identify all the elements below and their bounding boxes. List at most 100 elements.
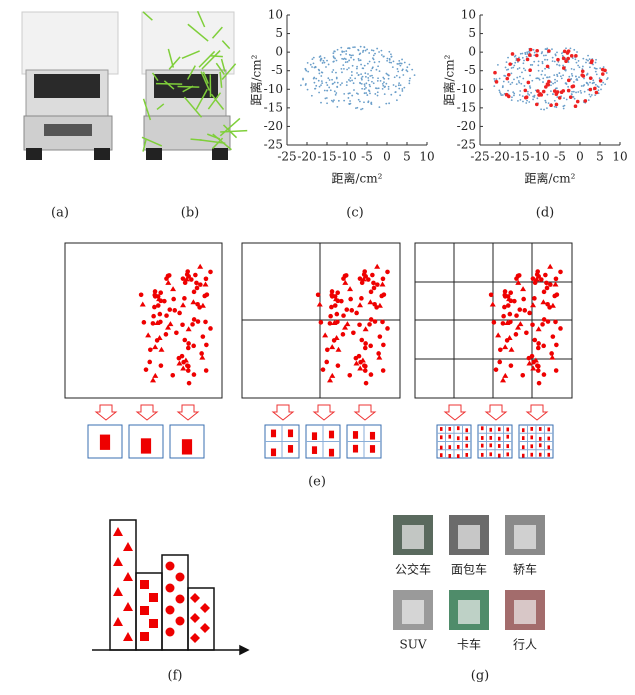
cloud-texture (395, 86, 397, 88)
icon-bar (370, 445, 375, 453)
cloud-texture (403, 87, 405, 89)
cloud-texture (512, 91, 514, 93)
cloud-texture (409, 78, 411, 80)
cluster-point (545, 302, 550, 307)
cluster-point (500, 377, 506, 382)
cloud-texture (365, 76, 367, 78)
icon-bar (465, 453, 468, 457)
cluster-point (164, 332, 169, 337)
cloud-texture (377, 91, 379, 93)
cloud-texture (367, 73, 369, 75)
cluster-point (329, 344, 335, 349)
cloud-texture (401, 88, 403, 90)
cloud-texture (360, 109, 362, 111)
cloud-texture (393, 60, 395, 62)
cloud-texture (578, 76, 580, 78)
cloud-texture (394, 76, 396, 78)
cloud-texture (544, 100, 546, 102)
cloud-texture (324, 62, 326, 64)
cloud-texture (366, 48, 368, 50)
cloud-texture (315, 85, 317, 87)
cloud-texture (556, 74, 558, 76)
icon-bar (448, 454, 451, 458)
cloud-texture (564, 59, 568, 63)
cloud-texture (373, 82, 375, 84)
icon-bar (522, 445, 525, 449)
cloud-texture (536, 89, 540, 93)
cluster-point (186, 368, 191, 373)
arrow-icon (178, 405, 198, 420)
cloud-texture (333, 55, 335, 57)
cloud-texture (336, 78, 338, 80)
shape (113, 527, 123, 536)
cloud-texture (392, 66, 394, 68)
cloud-texture (343, 100, 345, 102)
cloud-texture (324, 57, 326, 59)
cluster-point (191, 344, 196, 349)
x-tick-label: -15 (317, 150, 336, 164)
cloud-texture (607, 77, 609, 79)
cloud-texture (389, 59, 391, 61)
cloud-texture (332, 69, 334, 71)
cluster-point (199, 355, 205, 360)
cloud-texture (524, 85, 526, 87)
cloud-texture (326, 102, 328, 104)
shape (190, 633, 200, 643)
cluster-point (536, 364, 541, 369)
icon-bar (506, 428, 509, 432)
cluster-point (542, 372, 547, 377)
cluster-point (204, 277, 209, 282)
icon-bar (489, 428, 492, 432)
cloud-texture (513, 78, 515, 80)
cloud-texture (493, 85, 495, 87)
cloud-texture (359, 53, 361, 55)
cloud-texture (549, 103, 553, 107)
cloud-texture (383, 78, 385, 80)
icon-bar (547, 427, 550, 431)
cloud-texture (377, 77, 379, 79)
cloud-texture (383, 81, 385, 83)
cloud-texture (524, 52, 526, 54)
cloud-texture (374, 53, 376, 55)
cloud-texture (333, 50, 335, 52)
cluster-point (369, 372, 374, 377)
cloud-texture (382, 88, 384, 90)
cloud-texture (364, 85, 366, 87)
cloud-texture (346, 69, 348, 71)
y-tick-label: 5 (468, 26, 476, 40)
cluster-point (156, 294, 161, 299)
cloud-texture (364, 65, 366, 67)
cloud-texture (568, 76, 570, 78)
cloud-texture (522, 78, 524, 80)
cloud-texture (329, 79, 331, 81)
cloud-texture (318, 80, 320, 82)
cloud-texture (363, 101, 365, 103)
cluster-point (192, 372, 197, 377)
cloud-texture (383, 55, 385, 57)
cluster-point (186, 364, 191, 369)
cluster-point (520, 286, 526, 291)
cloud-texture (516, 83, 518, 85)
cloud-texture (587, 73, 589, 75)
shape (200, 623, 210, 633)
cluster-point (380, 320, 385, 325)
icon-bar (457, 426, 460, 430)
category-label: 轿车 (513, 562, 537, 577)
cloud-texture (583, 85, 585, 87)
cluster-point (369, 290, 374, 295)
cloud-texture (401, 63, 403, 65)
cluster-point (329, 373, 335, 378)
cluster-point (495, 332, 501, 337)
cluster-point (170, 373, 175, 378)
cloud-texture (588, 94, 590, 96)
cluster-point (158, 312, 163, 317)
cloud-texture (319, 56, 321, 58)
y-tick-label: -10 (457, 82, 476, 96)
cloud-texture (556, 52, 558, 54)
cluster-point (139, 292, 144, 297)
icon-bar (370, 432, 375, 440)
cluster-point (328, 321, 333, 326)
cloud-texture (377, 95, 379, 97)
cluster-point (354, 311, 359, 316)
cloud-texture (497, 64, 499, 66)
